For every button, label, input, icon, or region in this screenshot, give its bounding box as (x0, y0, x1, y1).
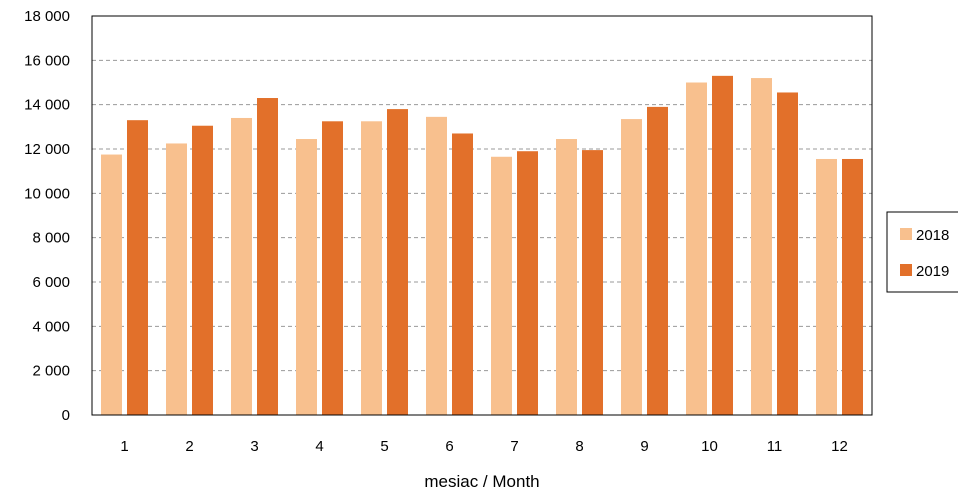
bar-2018-5 (361, 121, 382, 416)
bar-2018-6 (426, 116, 447, 415)
x-axis-tick-labels: 1 2 3 4 5 6 7 8 9 10 11 12 (120, 438, 848, 455)
y-tick-label: 8 000 (32, 230, 70, 247)
y-tick-label: 14 000 (24, 97, 70, 114)
x-tick-label: 5 (380, 438, 388, 455)
bars (101, 75, 863, 416)
bar-2019-4 (322, 121, 343, 416)
legend-swatch-2018 (900, 228, 912, 240)
bar-2018-11 (751, 78, 772, 416)
x-tick-label: 7 (510, 438, 518, 455)
legend-label-2019: 2019 (916, 263, 949, 280)
y-tick-label: 18 000 (24, 8, 70, 25)
bar-2019-9 (647, 106, 668, 415)
bar-2019-3 (257, 98, 278, 416)
x-tick-label: 6 (445, 438, 453, 455)
y-tick-label: 0 (62, 407, 70, 424)
plot-area-frame (91, 15, 873, 416)
bar-2018-7 (491, 156, 512, 415)
y-tick-label: 16 000 (24, 52, 70, 69)
legend-label-2018: 2018 (916, 227, 949, 244)
x-axis-title: mesiac / Month (424, 472, 539, 491)
bar-2019-10 (712, 75, 733, 415)
bar-2019-1 (127, 120, 148, 415)
x-tick-label: 10 (701, 438, 718, 455)
bar-2018-8 (556, 139, 577, 415)
legend: 2018 2019 (886, 211, 958, 293)
legend-swatch-2019 (900, 264, 912, 276)
bar-2018-9 (621, 119, 642, 415)
x-tick-label: 1 (120, 438, 128, 455)
x-tick-label: 8 (575, 438, 583, 455)
gridlines (92, 59, 872, 372)
y-tick-label: 6 000 (32, 274, 70, 291)
bar-2019-6 (452, 133, 473, 415)
bar-2019-5 (387, 109, 408, 415)
bar-2019-11 (777, 92, 798, 415)
x-tick-label: 4 (315, 438, 323, 455)
bar-2019-8 (582, 150, 603, 415)
x-tick-label: 3 (250, 438, 258, 455)
x-tick-label: 12 (831, 438, 848, 455)
bar-2018-3 (231, 117, 252, 415)
y-tick-label: 4 000 (32, 318, 70, 335)
bar-2018-1 (101, 154, 122, 415)
legend-box (886, 211, 958, 293)
bar-2018-10 (686, 82, 707, 415)
bar-2019-7 (517, 151, 538, 415)
bar-2018-4 (296, 139, 317, 415)
y-tick-label: 12 000 (24, 141, 70, 158)
y-tick-label: 10 000 (24, 185, 70, 202)
bar-2019-2 (192, 125, 213, 415)
x-tick-label: 9 (640, 438, 648, 455)
bar-2018-2 (166, 143, 187, 416)
y-axis-tick-labels: 0 2 000 4 000 6 000 8 000 10 000 12 000 14 000 1… (24, 8, 70, 424)
x-tick-label: 2 (185, 438, 193, 455)
x-tick-label: 11 (767, 438, 783, 455)
y-tick-label: 2 000 (32, 363, 70, 380)
bar-2018-12 (816, 158, 837, 415)
bar-2019-12 (842, 158, 863, 415)
